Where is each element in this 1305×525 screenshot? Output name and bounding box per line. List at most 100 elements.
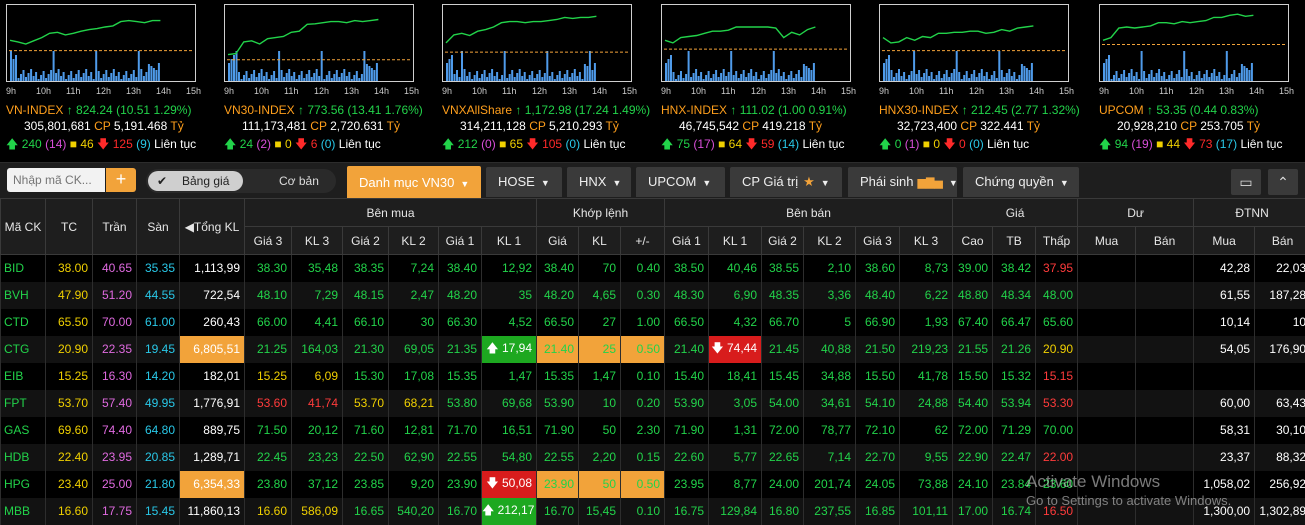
table-cell: 6,354,33 xyxy=(179,470,245,498)
index-time-axis: 9h 10h 11h 12h 13h 14h 15h xyxy=(1099,86,1295,96)
table-cell: 54,05 xyxy=(1193,335,1256,363)
col-total-volume[interactable]: ◀Tổng KL xyxy=(179,198,245,255)
col-bid: Giá 1 xyxy=(438,226,482,255)
table-row[interactable]: GAS 69.60 74.40 64.80 889,75 71.50 20,12 71.60 1… xyxy=(0,416,1305,444)
index-value-money: 2,720.631 xyxy=(330,119,384,133)
table-cell: 16,51 xyxy=(481,416,537,444)
table-cell: 22.45 xyxy=(244,443,292,471)
table-cell: 6,22 xyxy=(898,281,954,309)
index-change: (1.00 0.91%) xyxy=(777,103,847,117)
col-bid: KL 1 xyxy=(481,226,537,255)
table-cell: 21.80 xyxy=(136,470,180,498)
index-panel[interactable]: 9h 10h 11h 12h 13h 14h 15h VN30-INDEX ↑ 773.56… xyxy=(218,0,436,160)
table-row[interactable]: FPT 53.70 57.40 49.95 1,776,91 53.60 41,74 53.7… xyxy=(0,389,1305,417)
index-breadth-line: 🡅 240 (14) ■ 46 🡇 125 (9) Liên tục xyxy=(6,137,197,151)
index-panel[interactable]: 9h 10h 11h 12h 13h 14h 15h UPCOM ↑ 53.35 (0.44… xyxy=(1093,0,1305,160)
symbol-cell[interactable]: CTD xyxy=(0,308,46,336)
table-cell xyxy=(1254,362,1305,390)
index-panel[interactable]: 9h 10h 11h 12h 13h 14h 15h HNX-INDEX ↑ 111.02 … xyxy=(655,0,873,160)
symbol-cell[interactable]: MBB xyxy=(0,497,46,525)
bid-group: Bên mua xyxy=(244,198,537,227)
table-cell: 68,21 xyxy=(388,389,439,417)
table-row[interactable]: BVH 47.90 51.20 44.55 722,54 48.10 7,29 48.15 2,… xyxy=(0,281,1305,309)
col-match: Giá xyxy=(536,226,579,255)
tab-upcom[interactable]: UPCOM ▼ xyxy=(636,167,725,197)
tab-warrants[interactable]: Chứng quyền ▼ xyxy=(963,167,1079,197)
table-row[interactable]: MBB 16.60 17.75 15.45 11,860,13 16.60 586,09 16… xyxy=(0,497,1305,525)
table-cell: 1,47 xyxy=(578,362,621,390)
table-cell: 15.35 xyxy=(536,362,579,390)
tab-hose[interactable]: HOSE ▼ xyxy=(486,167,562,197)
index-change: (2.77 1.32%) xyxy=(1011,103,1080,117)
index-panel[interactable]: 9h 10h 11h 12h 13h 14h 15h HNX30-INDEX ↑ 212.4… xyxy=(873,0,1091,160)
table-row[interactable]: HDB 22.40 23.95 20.85 1,289,71 22.45 23,23 22.5… xyxy=(0,443,1305,471)
col-bid: KL 3 xyxy=(291,226,343,255)
table-cell: 72.00 xyxy=(952,416,994,444)
col-bid: Giá 2 xyxy=(342,226,389,255)
index-panel[interactable]: 9h 10h 11h 12h 13h 14h 15h VNXAllShare ↑ 1,172… xyxy=(436,0,654,160)
tab-hnx[interactable]: HNX ▼ xyxy=(567,167,631,197)
symbol-search-input[interactable] xyxy=(7,168,105,192)
table-cell xyxy=(1135,308,1195,336)
add-symbol-button[interactable]: + xyxy=(106,168,136,192)
toggle-price-board[interactable]: ✔ Bảng giá xyxy=(148,171,243,191)
table-cell: 38.60 xyxy=(855,254,900,282)
up-arrow-icon: 🡅 xyxy=(1099,137,1112,151)
table-cell: 66.00 xyxy=(244,308,292,336)
tab-derivatives[interactable]: Phái sinh ▆▇▅ ▼ xyxy=(848,167,958,197)
index-value: 212.45 xyxy=(971,103,1008,117)
table-cell: 38.30 xyxy=(244,254,292,282)
table-row[interactable]: HPG 23.40 25.00 21.80 6,354,33 23.80 37,12 23.8… xyxy=(0,470,1305,498)
table-row[interactable]: CTG 20.90 22.35 19.45 6,805,51 21.25 164,03 21.… xyxy=(0,335,1305,363)
table-cell: 16.30 xyxy=(92,362,137,390)
index-change: (13.41 1.76%) xyxy=(347,103,423,117)
tab-value-stocks[interactable]: CP Giá trị ★ ▼ xyxy=(730,167,842,197)
table-cell: 38.40 xyxy=(536,254,579,282)
table-cell: 65.50 xyxy=(45,308,93,336)
table-cell: 22.50 xyxy=(342,443,389,471)
symbol-cell[interactable]: HPG xyxy=(0,470,46,498)
table-cell: 182,01 xyxy=(179,362,245,390)
table-cell: 2,20 xyxy=(578,443,621,471)
col-ask: Giá 1 xyxy=(664,226,709,255)
index-value-money: 253.705 xyxy=(1200,119,1244,133)
symbol-cell[interactable]: EIB xyxy=(0,362,46,390)
table-cell: 66.50 xyxy=(664,308,709,336)
table-cell: 4,52 xyxy=(481,308,537,336)
table-cell xyxy=(1135,497,1195,525)
symbol-cell[interactable]: CTG xyxy=(0,335,46,363)
table-row[interactable]: EIB 15.25 16.30 14.20 182,01 15.25 6,09 15.30 17… xyxy=(0,362,1305,390)
table-cell: 0.10 xyxy=(620,362,665,390)
market-status: Liên tục xyxy=(338,137,381,151)
index-volume-line: 32,723,400 CP 322.441 Tỷ xyxy=(897,119,1041,133)
table-cell: 10 xyxy=(1254,308,1305,336)
table-row[interactable]: CTD 65.50 70.00 61.00 260,43 66.00 4,41 66.10 30… xyxy=(0,308,1305,336)
table-cell: 8,77 xyxy=(708,470,762,498)
symbol-cell[interactable]: BVH xyxy=(0,281,46,309)
col-ask: Giá 2 xyxy=(761,226,804,255)
view-mode-toggle[interactable]: ✔ Bảng giá Cơ bản xyxy=(146,169,336,193)
table-cell: 48.20 xyxy=(536,281,579,309)
symbol-cell[interactable]: GAS xyxy=(0,416,46,444)
table-cell: 🡇 74,44 xyxy=(708,335,762,363)
symbol-cell[interactable]: FPT xyxy=(0,389,46,417)
table-cell: 47.90 xyxy=(45,281,93,309)
table-cell: 34,61 xyxy=(803,389,856,417)
col-price: Thấp xyxy=(1035,226,1079,255)
index-value: 111.02 xyxy=(739,103,775,117)
table-cell: 25.00 xyxy=(92,470,137,498)
tab-vn30[interactable]: Danh mục VN30 ▼ xyxy=(347,166,481,199)
table-cell: 🡅 17,94 xyxy=(481,335,537,363)
table-row[interactable]: BID 38.00 40.65 35.35 1,113,99 38.30 35,48 38.3… xyxy=(0,254,1305,282)
table-cell: 14.20 xyxy=(136,362,180,390)
index-panel[interactable]: 9h 10h 11h 12h 13h 14h 15h VN-INDEX ↑ 824.24 (… xyxy=(0,0,218,160)
chevron-up-icon[interactable]: ⌃ xyxy=(1268,169,1298,195)
table-cell: 1,302,89 xyxy=(1254,497,1305,525)
symbol-cell[interactable]: HDB xyxy=(0,443,46,471)
monitor-icon[interactable]: ▭ xyxy=(1231,169,1261,195)
symbol-cell[interactable]: BID xyxy=(0,254,46,282)
col-ask: KL 2 xyxy=(803,226,856,255)
table-cell: 38.40 xyxy=(438,254,482,282)
toggle-basic[interactable]: Cơ bản xyxy=(279,174,319,188)
table-cell: 54.10 xyxy=(855,389,900,417)
